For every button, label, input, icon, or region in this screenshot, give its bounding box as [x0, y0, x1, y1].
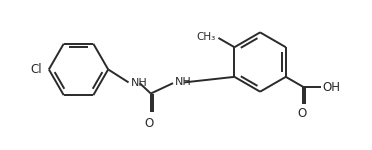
- Text: NH: NH: [175, 77, 192, 87]
- Text: Cl: Cl: [31, 63, 42, 76]
- Text: NH: NH: [131, 78, 147, 88]
- Text: CH₃: CH₃: [196, 32, 215, 42]
- Text: OH: OH: [323, 81, 341, 94]
- Text: O: O: [144, 117, 154, 129]
- Text: O: O: [297, 107, 306, 120]
